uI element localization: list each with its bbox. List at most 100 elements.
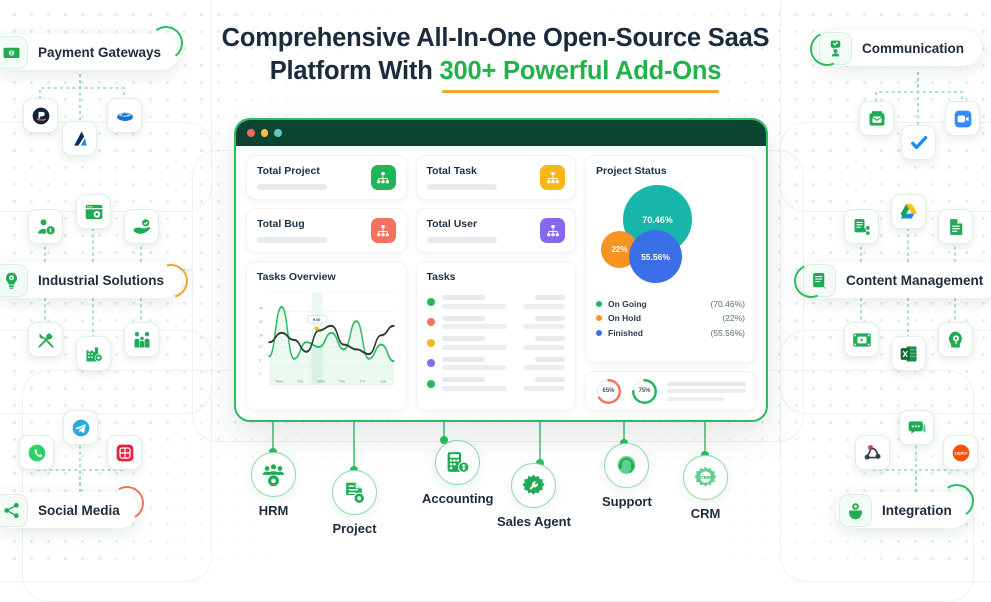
- bottom-node-label: CRM: [690, 506, 721, 521]
- authorize-net-icon[interactable]: [62, 121, 97, 156]
- file-gear-icon: [332, 470, 377, 515]
- task-list-item[interactable]: [426, 336, 565, 350]
- headline-line-2: Platform With 300+ Powerful Add-Ons: [0, 55, 991, 94]
- x-axis-tick: Tue: [297, 378, 304, 383]
- y-axis-tick: 40: [259, 305, 264, 310]
- user-payment-icon[interactable]: [28, 209, 63, 244]
- idea-head-icon[interactable]: [938, 322, 973, 357]
- bottom-node-project[interactable]: Project: [332, 470, 377, 536]
- page-title: Comprehensive All-In-One Open-Source Saa…: [0, 22, 991, 94]
- svg-text:9.00: 9.00: [313, 318, 320, 322]
- pill-content-management[interactable]: Content Management: [789, 259, 991, 303]
- tasks-list-card[interactable]: Tasks: [415, 261, 576, 411]
- tools-icon[interactable]: [28, 322, 63, 357]
- headline-underline: [441, 90, 720, 94]
- stat-label: Total Task: [426, 165, 477, 177]
- headline-line-1: Comprehensive All-In-One Open-Source Saa…: [221, 24, 770, 52]
- video-player-icon[interactable]: [844, 322, 879, 357]
- bottom-node-label: Accounting: [422, 491, 494, 506]
- project-status-legend: On Going (70.46%) On Hold (22%) Finished (55.…: [596, 294, 745, 338]
- stat-label: Total Project: [257, 165, 320, 177]
- google-drive-icon[interactable]: [891, 194, 926, 229]
- bottom-node-support[interactable]: Support: [602, 443, 652, 509]
- plug-gear-icon: [839, 493, 872, 527]
- project-status-card[interactable]: Project Status 70.46% 22% 55.56% On Goin…: [585, 155, 756, 363]
- x-axis-tick: Mon: [276, 378, 284, 383]
- bottom-node-hrm[interactable]: HRM: [251, 452, 296, 518]
- window-maximize-dot[interactable]: [274, 129, 282, 137]
- calculator-coin-icon: [435, 440, 481, 485]
- task-list-item[interactable]: [426, 295, 565, 309]
- photo-grid-icon[interactable]: [107, 435, 142, 470]
- chart-tooltip: 9.00: [306, 314, 327, 331]
- dashboard-window[interactable]: Total Project Total Task: [234, 118, 768, 422]
- window-minimize-dot[interactable]: [260, 129, 268, 137]
- task-text-placeholder: [441, 336, 517, 350]
- task-list-item[interactable]: [426, 356, 565, 370]
- telegram-icon[interactable]: [63, 410, 98, 445]
- pill-integration[interactable]: Integration: [836, 481, 977, 528]
- payoneer-icon[interactable]: [23, 98, 58, 133]
- window-titlebar: [236, 120, 766, 146]
- factory-gear-icon[interactable]: [76, 336, 111, 371]
- window-close-dot[interactable]: [247, 129, 255, 137]
- sitemap-icon: [370, 218, 396, 243]
- browser-gear-icon[interactable]: [76, 194, 111, 229]
- pill-social-media[interactable]: Social Media: [0, 482, 148, 528]
- progress-ring-75: 75%: [631, 378, 658, 405]
- pill-industrial-solutions[interactable]: Industrial Solutions: [0, 257, 195, 305]
- share-icon: [0, 493, 28, 527]
- family-icon[interactable]: [124, 322, 159, 357]
- bulb-gear-icon: [0, 263, 28, 297]
- bubble-finished: 55.56%: [629, 230, 682, 283]
- excel-icon[interactable]: [891, 336, 926, 371]
- hand-coin-icon[interactable]: [124, 209, 159, 244]
- bottom-node-sales-agent[interactable]: Sales Agent: [497, 463, 571, 529]
- legend-dot: [596, 329, 602, 336]
- webhook-icon[interactable]: [855, 435, 890, 470]
- sitemap-icon: [540, 218, 565, 243]
- y-axis-tick: 17: [259, 344, 263, 349]
- x-axis-tick: Thu: [338, 378, 345, 383]
- crm-gear-icon: CRM: [683, 455, 728, 500]
- tasks-list-title: Tasks: [426, 271, 456, 283]
- stat-row-2: Total Bug Total User: [246, 208, 576, 253]
- stat-card-total-task[interactable]: Total Task: [415, 155, 576, 200]
- stat-card-total-project[interactable]: Total Project: [246, 155, 407, 200]
- svg-text:zapier: zapier: [954, 450, 967, 455]
- task-meta-placeholder: [523, 356, 565, 370]
- mailbox-icon[interactable]: [859, 101, 894, 136]
- task-status-dot: [426, 359, 435, 368]
- sslcommerz-icon[interactable]: [107, 98, 142, 133]
- chat-bubble-icon[interactable]: [899, 410, 934, 445]
- y-axis-tick: 1: [259, 371, 262, 376]
- pill-label: Industrial Solutions: [38, 272, 165, 288]
- whatsapp-icon[interactable]: [19, 435, 54, 470]
- task-list-item[interactable]: [426, 315, 565, 329]
- stat-card-total-bug[interactable]: Total Bug: [246, 208, 407, 253]
- stat-value-placeholder: [257, 237, 328, 243]
- bottom-node-accounting[interactable]: Accounting: [422, 440, 494, 506]
- bottom-node-crm[interactable]: CRM CRM: [683, 455, 728, 521]
- zapier-icon[interactable]: zapier: [943, 435, 978, 470]
- y-axis-tick: 32: [259, 319, 263, 324]
- tasks-overview-card[interactable]: Tasks Overview 40 32 24 17 9 1 Mon Tue Wed Thu Fr…: [246, 261, 407, 411]
- people-gear-icon: [251, 452, 296, 497]
- stat-card-total-user[interactable]: Total User: [415, 208, 576, 253]
- video-camera-icon[interactable]: [945, 101, 980, 136]
- x-axis-tick: Sat: [380, 378, 387, 383]
- progress-detail-placeholder: [667, 381, 746, 401]
- progress-rings-card[interactable]: 65% 75%: [585, 371, 756, 411]
- task-meta-placeholder: [523, 336, 565, 350]
- stat-value-placeholder: [257, 184, 328, 190]
- share-doc-icon[interactable]: [844, 209, 879, 244]
- task-list-item[interactable]: [426, 377, 565, 391]
- progress-ring-65: 65%: [595, 378, 622, 405]
- legend-dot: [596, 300, 602, 307]
- headset-icon: [604, 443, 650, 488]
- document-lines-icon[interactable]: [938, 209, 973, 244]
- legend-item: Finished (55.56%): [596, 328, 745, 338]
- task-text-placeholder: [441, 356, 517, 370]
- checkmark-icon[interactable]: [901, 125, 936, 160]
- task-status-dot: [426, 318, 435, 327]
